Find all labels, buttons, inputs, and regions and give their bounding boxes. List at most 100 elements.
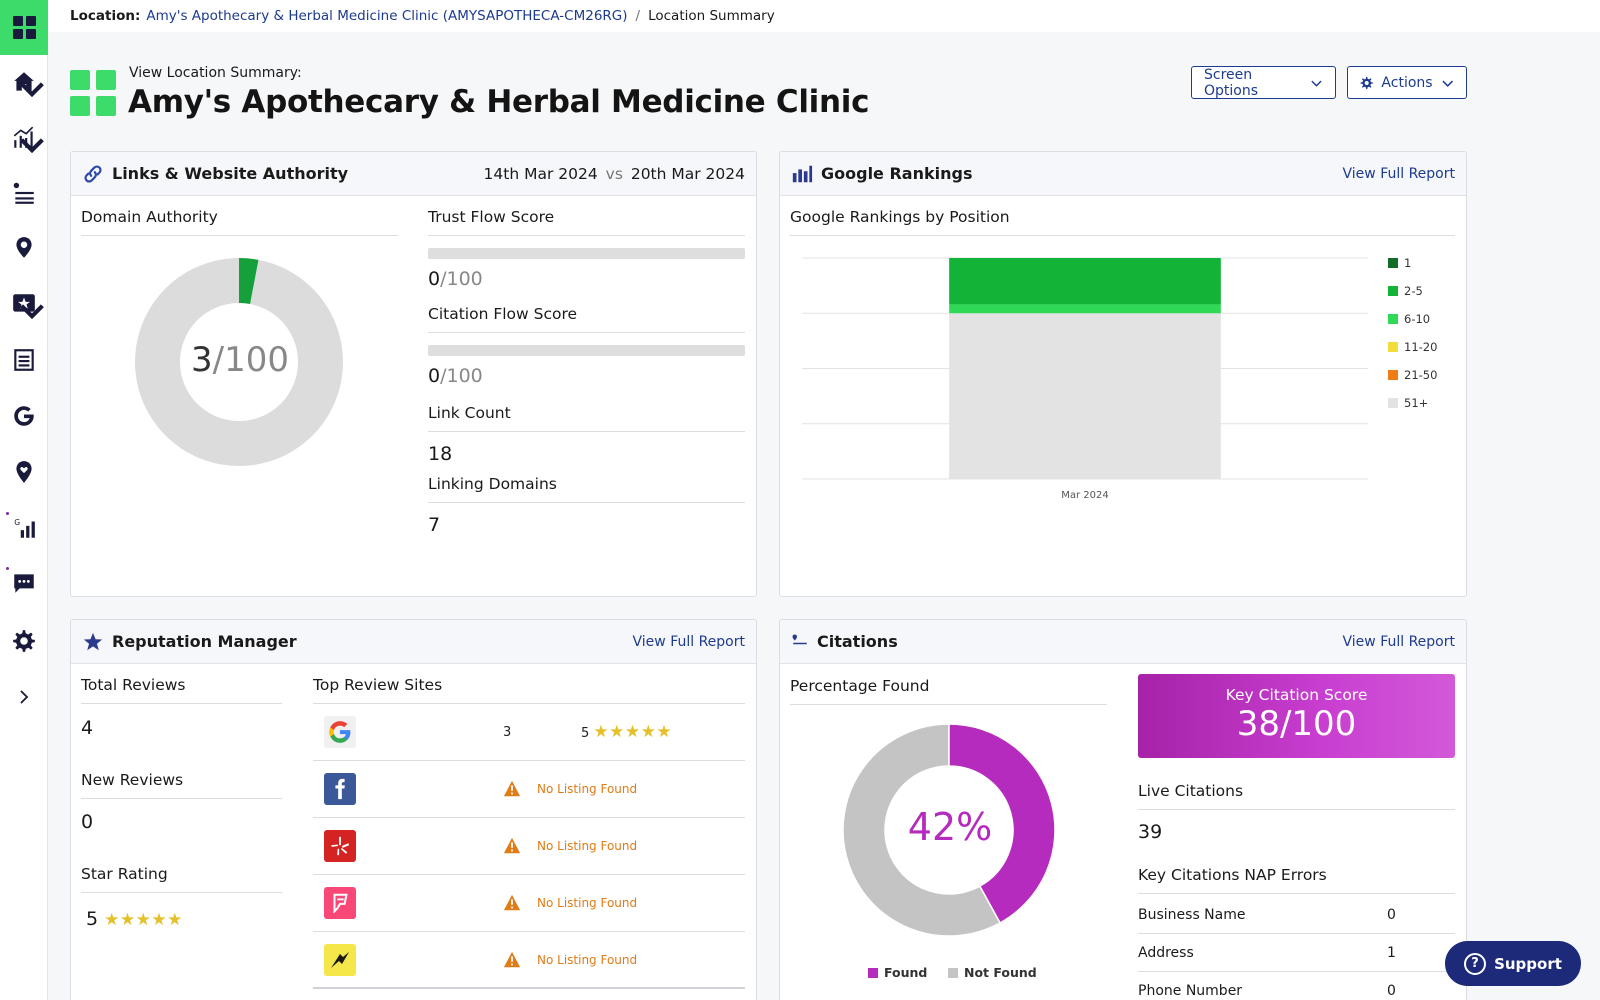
trust-flow-bar: [428, 248, 745, 259]
citation-flow-max: /100: [440, 365, 483, 387]
citations-card-title: Citations: [817, 632, 898, 651]
chart-legend-label: 1: [1404, 256, 1411, 270]
legend-found-label: Found: [884, 965, 928, 980]
total-reviews-value: 4: [81, 717, 94, 739]
nap-row-business-name: Business Name 0: [1138, 896, 1455, 934]
reputation-view-full-report-link[interactable]: View Full Report: [632, 633, 745, 650]
sidebar-item-listings[interactable]: [0, 173, 48, 213]
trust-flow-value: 0/100: [428, 268, 483, 290]
new-reviews-label: New Reviews: [81, 771, 282, 799]
sidebar-item-audit[interactable]: [0, 340, 48, 380]
review-site-row-foursquare[interactable]: No Listing Found: [313, 875, 745, 932]
percentage-found-value: 42%: [907, 805, 993, 849]
sidebar-item-messages[interactable]: [0, 563, 48, 603]
domain-authority-donut: [135, 258, 343, 466]
breadcrumb-location-link[interactable]: Amy's Apothecary & Herbal Medicine Clini…: [146, 8, 628, 24]
facebook-no-listing: No Listing Found: [537, 782, 638, 796]
foursquare-logo: [324, 887, 356, 919]
domain-authority-label: Domain Authority: [81, 208, 398, 236]
gear-icon: [1360, 76, 1373, 89]
sidebar-item-reports[interactable]: [0, 118, 48, 158]
home-icon: [14, 72, 34, 91]
legend-found: Found: [868, 965, 927, 980]
chart-legend-swatch: [1388, 398, 1398, 408]
notification-dot: [6, 512, 9, 515]
sidebar-item-dashboard[interactable]: [0, 0, 48, 55]
sidebar: G: [0, 0, 48, 1000]
chevron-down-icon: [1441, 80, 1453, 87]
legend-found-swatch: [868, 967, 878, 978]
breadcrumb-label: Location:: [70, 8, 141, 24]
sidebar-item-google[interactable]: [0, 396, 48, 436]
sidebar-item-local[interactable]: [0, 452, 48, 492]
page-subtitle: View Location Summary:: [129, 65, 302, 81]
support-label: Support: [1494, 954, 1562, 973]
rankings-view-full-report-link[interactable]: View Full Report: [1342, 165, 1455, 182]
screen-options-label: Screen Options: [1204, 66, 1259, 99]
review-site-row-yelp[interactable]: No Listing Found: [313, 818, 745, 875]
support-button[interactable]: ? Support: [1445, 941, 1581, 986]
warning-icon: [503, 837, 521, 854]
sidebar-item-reviews[interactable]: [0, 284, 48, 324]
donut-found-slice: [948, 723, 1056, 924]
sidebar-item-locations[interactable]: [0, 228, 48, 268]
sidebar-item-expand[interactable]: [0, 677, 48, 717]
key-citation-score-value: 38/100: [1236, 704, 1357, 744]
star-icon: [83, 632, 103, 650]
chat-icon: [14, 574, 34, 593]
links-card-title: Links & Website Authority: [112, 164, 349, 183]
breadcrumb: Location: Amy's Apothecary & Herbal Medi…: [48, 0, 1600, 32]
rankings-card-title: Google Rankings: [821, 164, 973, 183]
trust-flow-score: 0: [428, 268, 441, 290]
rankings-chart: Mar 2024 1 2-5 6-10 11-20 21-50 51+: [802, 256, 1437, 501]
nap-row-label: Business Name: [1138, 906, 1246, 923]
screen-options-button[interactable]: Screen Options: [1191, 66, 1336, 99]
live-citations-value: 39: [1138, 821, 1163, 843]
link-icon: [84, 164, 102, 183]
warning-icon: [503, 894, 521, 911]
warning-icon: [503, 951, 521, 967]
domain-authority-score: 3: [191, 340, 213, 380]
citations-view-full-report-link[interactable]: View Full Report: [1342, 633, 1455, 650]
map-pin-icon: [16, 237, 32, 258]
citation-flow-score: 0: [428, 365, 441, 387]
chart-legend-label: 6-10: [1404, 312, 1430, 326]
foursquare-logo-icon: [333, 893, 348, 914]
star-icon: [13, 294, 35, 312]
legend-not-found: Not Found: [948, 965, 1037, 980]
sidebar-item-settings[interactable]: [0, 621, 48, 661]
links-card-header: Links & Website Authority 14th Mar 2024 …: [71, 152, 756, 196]
live-citations-label: Live Citations: [1138, 782, 1455, 810]
notification-dot: [6, 567, 9, 570]
chevron-down-icon: [1311, 80, 1322, 87]
link-count-label: Link Count: [428, 404, 745, 432]
google-review-count: 3: [503, 724, 512, 740]
star-rating-number: 5: [86, 908, 99, 930]
chevron-right-icon: [20, 690, 29, 704]
page-title: Amy's Apothecary & Herbal Medicine Clini…: [128, 84, 870, 120]
google-rankings-card: Google Rankings View Full Report: [779, 151, 1467, 597]
links-date-range: 14th Mar 2024 vs 20th Mar 2024: [484, 165, 745, 183]
donut-not-found-slice: [842, 723, 1002, 937]
date-vs: vs: [605, 164, 623, 183]
chevron-down-icon: [20, 82, 44, 98]
donut-remaining-slice: [135, 258, 343, 466]
google-rating-stars: ★★★★★: [593, 722, 673, 742]
chart-legend-swatch: [1388, 370, 1398, 380]
review-site-row-facebook[interactable]: No Listing Found: [313, 761, 745, 818]
linking-domains-label: Linking Domains: [428, 475, 745, 503]
actions-button[interactable]: Actions: [1347, 66, 1467, 99]
reputation-card: Reputation Manager View Full Report: [70, 619, 757, 1000]
trust-flow-label: Trust Flow Score: [428, 208, 745, 236]
sidebar-item-home[interactable]: [0, 62, 48, 102]
breadcrumb-current: Location Summary: [648, 8, 775, 24]
sidebar-item-rankings[interactable]: G: [0, 508, 48, 548]
actions-label: Actions: [1381, 74, 1433, 91]
review-site-row-google[interactable]: 3 5 ★★★★★: [313, 704, 745, 761]
google-logo-icon: [329, 721, 351, 743]
star-rating-stars: ★★★★★: [104, 910, 183, 930]
list-icon: [14, 349, 34, 371]
google-rating-number: 5: [581, 726, 590, 741]
review-site-row-yellowpages[interactable]: No Listing Found: [313, 932, 745, 989]
date-to: 20th Mar 2024: [630, 164, 745, 183]
